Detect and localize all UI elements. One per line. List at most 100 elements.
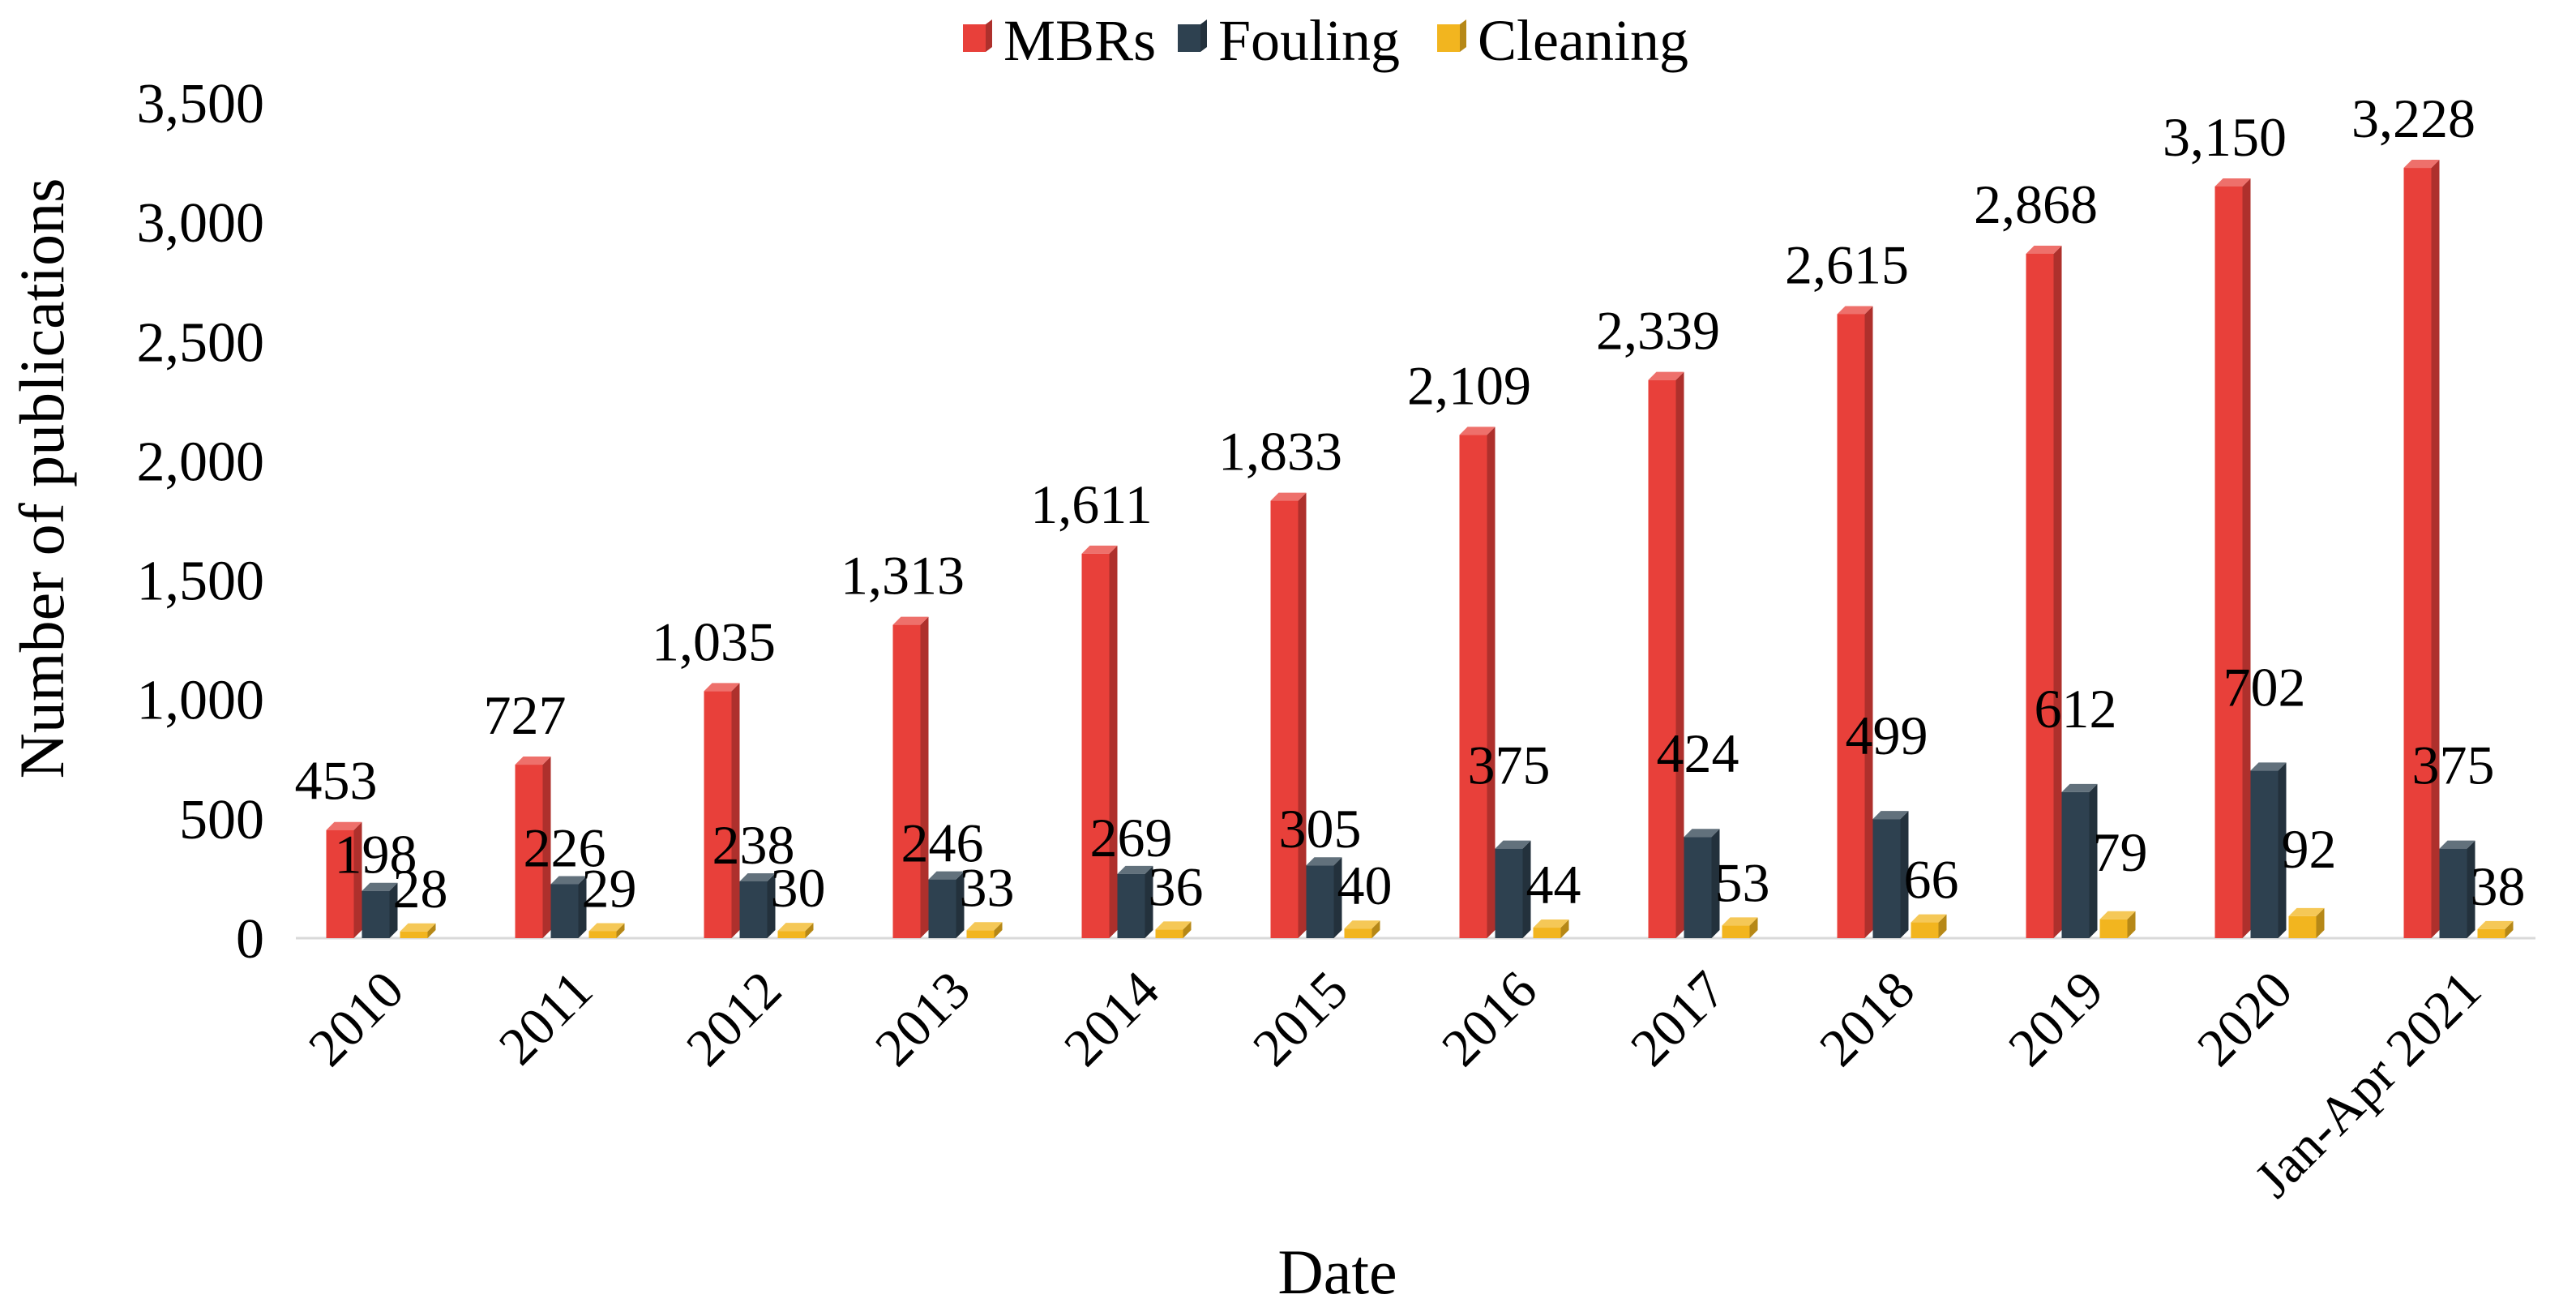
data-label-mbrs: 3,228 xyxy=(2351,88,2475,149)
data-label-fouling: 702 xyxy=(2223,656,2306,718)
bar-cleaning xyxy=(2099,911,2136,938)
bar-side xyxy=(920,616,929,938)
x-tick-label: 2011 xyxy=(488,960,604,1076)
y-tick-label: 1,500 xyxy=(137,551,265,613)
bar-front xyxy=(892,624,921,938)
y-tick-label: 0 xyxy=(236,908,264,971)
bar-front xyxy=(1684,837,1712,938)
bar-top xyxy=(1155,921,1192,930)
data-label-cleaning: 28 xyxy=(393,858,448,919)
bar-top xyxy=(515,757,551,765)
legend-item-mbrs: MBRs xyxy=(963,8,1156,73)
bar-front xyxy=(2026,253,2054,938)
legend-label: Cleaning xyxy=(1478,8,1688,73)
bar-front xyxy=(2099,919,2128,938)
bar-top xyxy=(2477,920,2514,929)
bar-top xyxy=(1872,811,1909,820)
y-tick-label: 2,500 xyxy=(137,311,265,374)
bar-front xyxy=(588,931,617,938)
bar-front xyxy=(326,829,354,938)
bar-mbrs xyxy=(892,616,929,938)
data-label-cleaning: 33 xyxy=(960,856,1015,918)
x-tick-label: 2013 xyxy=(864,960,982,1078)
bar-side xyxy=(427,923,436,938)
y-tick-label: 1,000 xyxy=(137,670,265,732)
bar-front xyxy=(2439,848,2467,938)
bar-side xyxy=(1864,306,1873,938)
bar-front xyxy=(1911,922,1939,938)
bar-top xyxy=(777,923,814,932)
data-label-mbrs: 1,611 xyxy=(1030,474,1152,535)
bar-front xyxy=(550,884,579,938)
bar-top xyxy=(2288,907,2325,916)
y-tick-label: 3,000 xyxy=(137,192,265,255)
bar-front xyxy=(2250,770,2279,938)
bar-front xyxy=(1117,873,1145,938)
x-tick-label: 2015 xyxy=(1242,960,1359,1078)
bar-top xyxy=(1344,920,1380,929)
bar-mbrs xyxy=(2214,178,2251,938)
data-label-fouling: 424 xyxy=(1657,722,1739,784)
bar-mbrs xyxy=(1270,492,1307,938)
x-tick-label: 2018 xyxy=(1808,960,1926,1078)
bar-side xyxy=(1675,371,1684,938)
bar-cleaning xyxy=(400,923,436,938)
data-label-fouling: 198 xyxy=(335,824,417,885)
bar-cleaning xyxy=(1722,917,1758,938)
data-label-mbrs: 1,833 xyxy=(1218,421,1342,482)
bar-side xyxy=(2316,907,2325,938)
bars xyxy=(326,160,2514,938)
bar-side xyxy=(2089,783,2098,938)
bar-top xyxy=(739,872,776,881)
bar-side xyxy=(2242,178,2251,938)
data-label-fouling: 375 xyxy=(2412,735,2495,796)
bar-side xyxy=(1333,857,1342,938)
y-axis: 0 500 1,000 1,500 2,000 2,500 3,000 3,500 xyxy=(137,73,265,971)
bar-top xyxy=(1911,914,1947,923)
bar-front xyxy=(362,890,390,938)
bar-top xyxy=(966,922,1003,931)
bar-mbrs xyxy=(1837,306,1873,938)
bar-fouling xyxy=(739,872,776,938)
bar-top xyxy=(2099,911,2136,919)
y-tick-label: 2,000 xyxy=(137,431,265,493)
bar-top xyxy=(1684,829,1720,838)
bar-mbrs xyxy=(1648,371,1684,938)
bar-fouling xyxy=(1684,829,1720,938)
data-label-fouling: 305 xyxy=(1279,798,1362,859)
x-axis-ticks: 2010 2011 2012 2013 2014 2015 2016 2017 2018 2019… xyxy=(297,960,2493,1209)
bar-top xyxy=(928,871,965,880)
bar-front xyxy=(1081,553,1110,938)
bar-side xyxy=(1749,917,1758,938)
bar-side xyxy=(1560,919,1569,938)
bar-side xyxy=(731,683,740,938)
x-tick-label: 2016 xyxy=(1431,960,1548,1078)
bar-side xyxy=(1371,920,1380,938)
bar-mbrs xyxy=(515,757,551,938)
bar-top xyxy=(550,876,587,885)
bar-fouling xyxy=(2250,762,2287,938)
bar-fouling xyxy=(1872,811,1909,938)
bar-front xyxy=(966,930,995,938)
bar-side xyxy=(1298,492,1307,938)
bar-top xyxy=(326,821,362,830)
bar-fouling xyxy=(1306,857,1342,938)
bar-front xyxy=(1344,928,1372,938)
legend-swatch-side xyxy=(1200,19,1207,52)
bar-side xyxy=(2127,911,2136,938)
data-label-mbrs: 1,035 xyxy=(652,611,776,672)
bar-top xyxy=(1648,371,1684,380)
bar-side xyxy=(2467,840,2475,938)
bar-top xyxy=(2250,762,2287,771)
y-axis-title: Number of publications xyxy=(6,178,77,779)
legend: MBRs Fouling Cleaning xyxy=(963,8,1688,73)
bar-top xyxy=(2061,783,2098,792)
data-label-mbrs: 2,615 xyxy=(1785,234,1909,295)
bar-fouling xyxy=(928,871,965,938)
legend-swatch xyxy=(1437,24,1460,52)
bar-mbrs xyxy=(2403,160,2440,938)
bar-cleaning xyxy=(1155,921,1192,938)
bar-front xyxy=(1837,314,1865,938)
bar-side xyxy=(767,872,776,938)
